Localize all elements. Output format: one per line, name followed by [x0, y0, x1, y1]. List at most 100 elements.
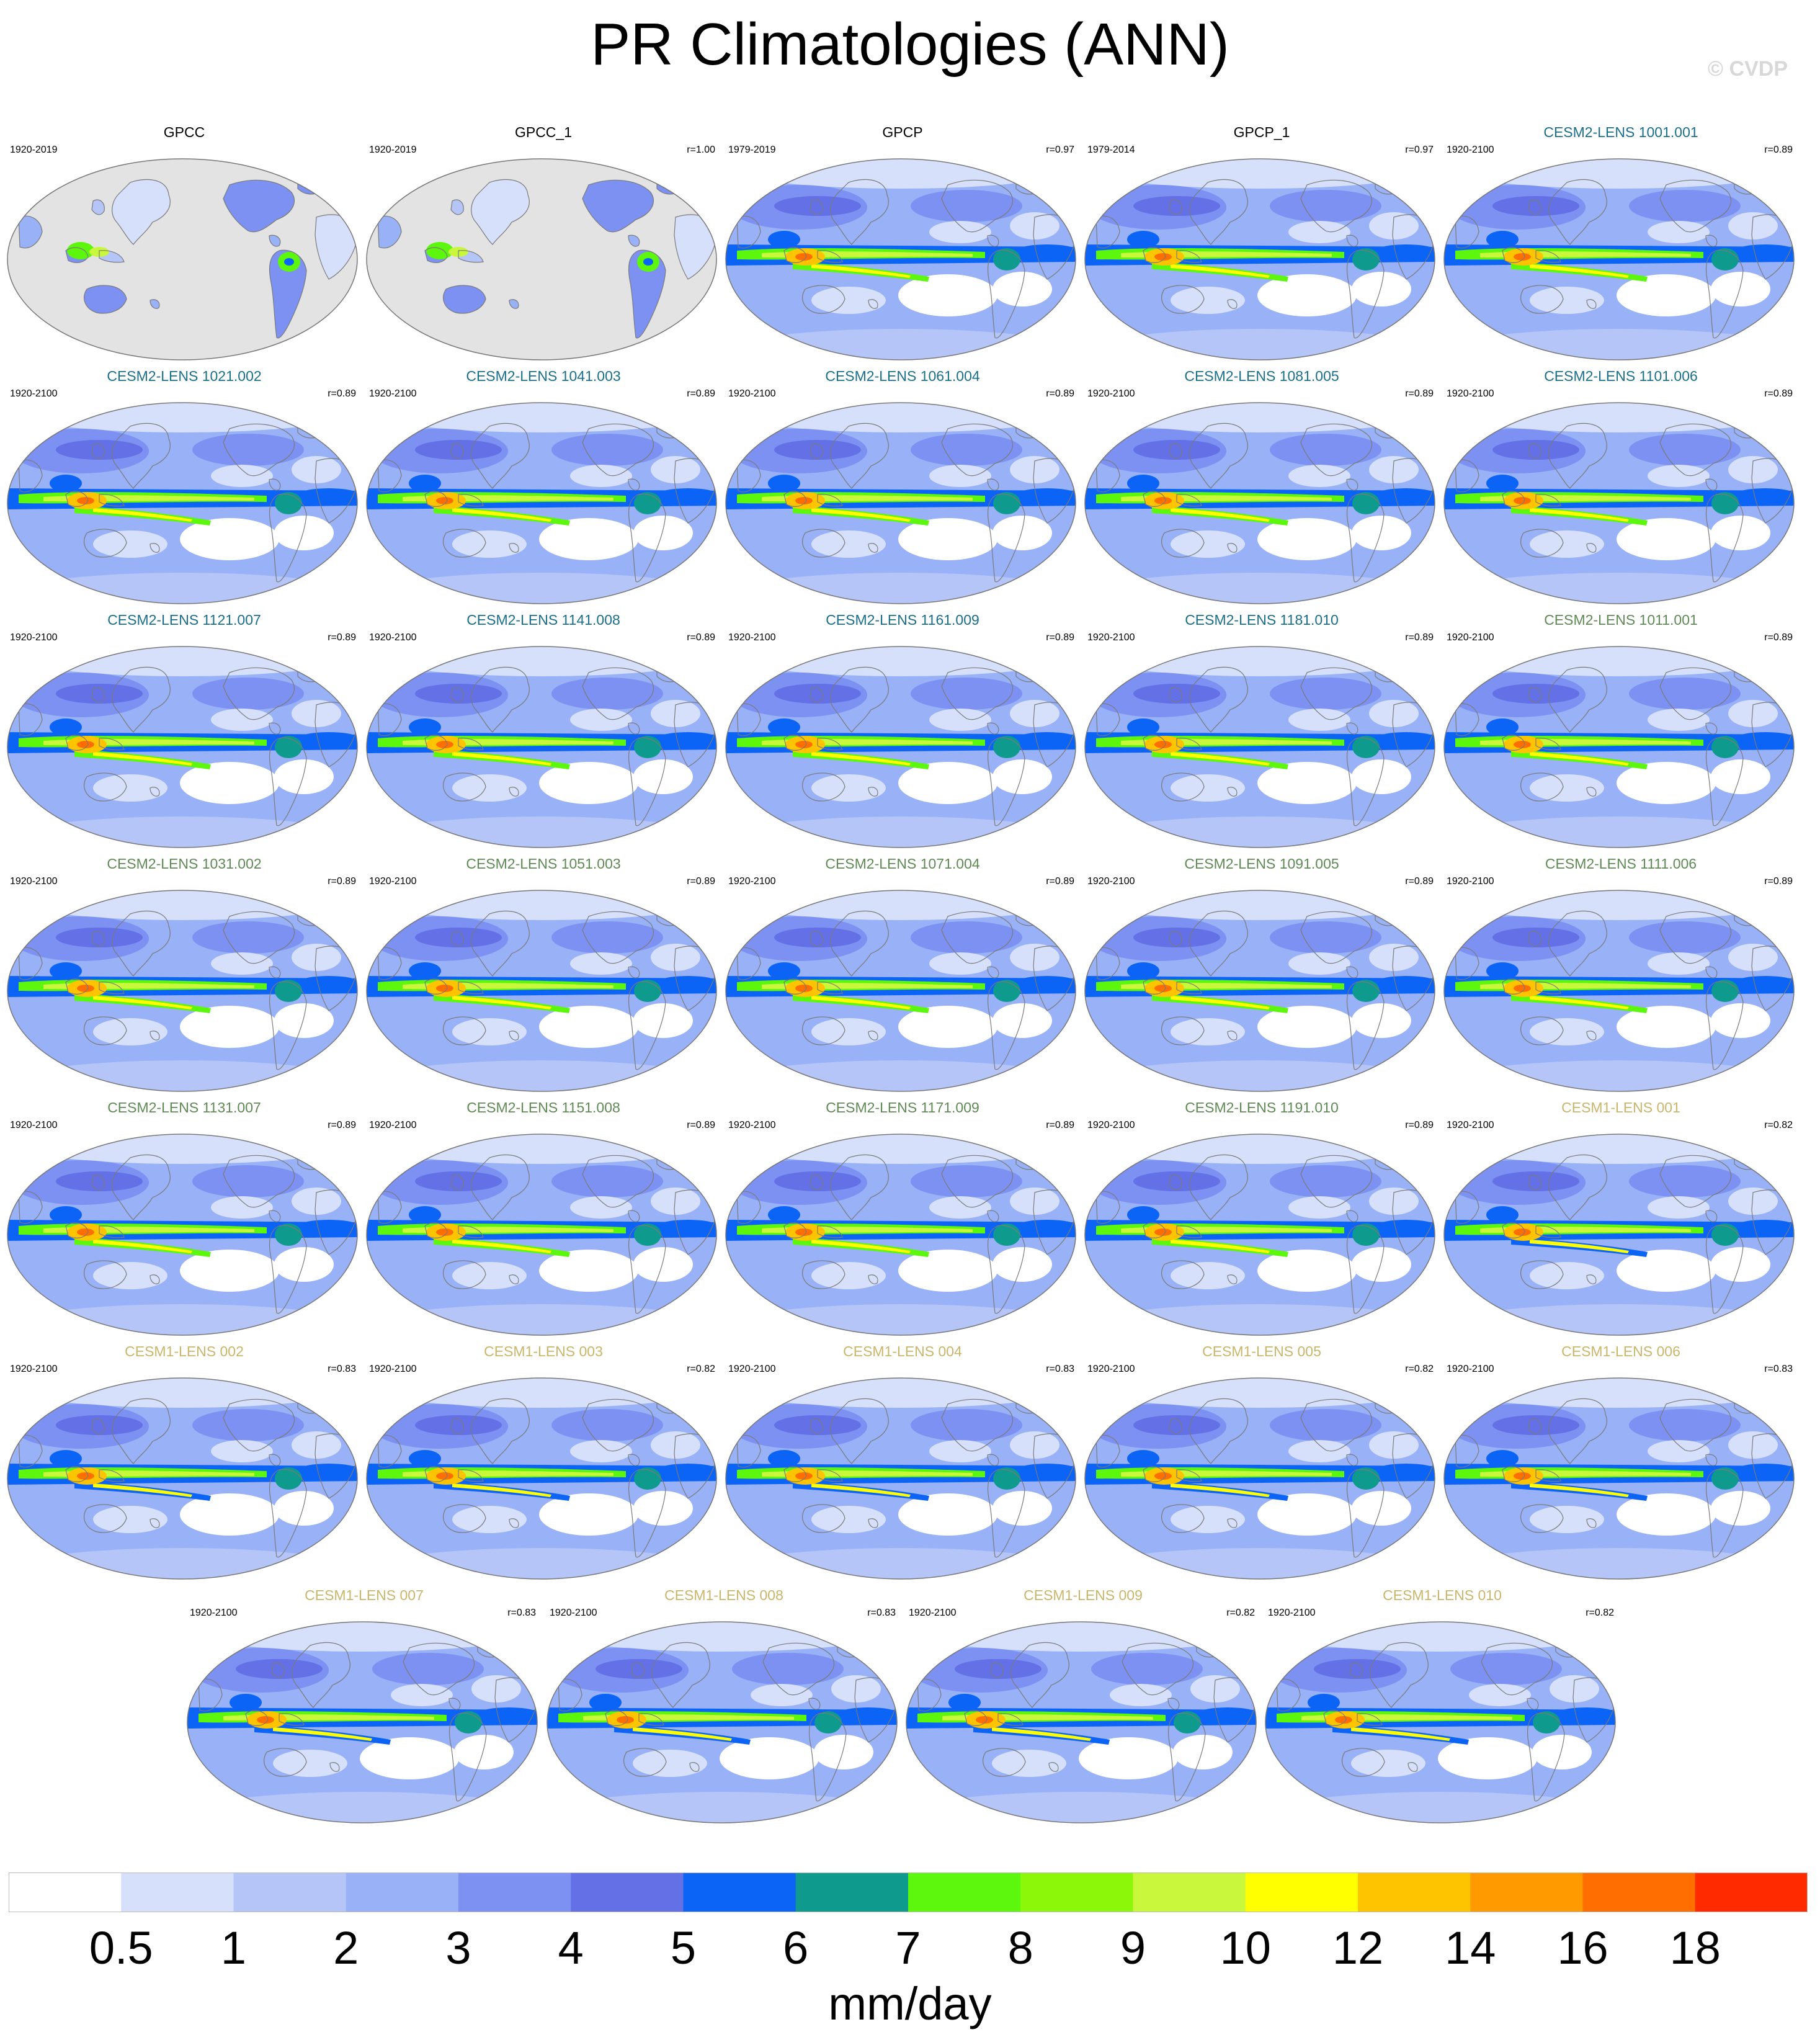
colorbar-swatch: [1020, 1872, 1133, 1912]
map-panel: CESM1-LENS 009 1920-2100 r=0.82: [905, 1587, 1261, 1823]
panel-correlation: r=0.89: [687, 876, 715, 887]
colorbar-swatch: [1245, 1872, 1358, 1912]
precip-map: [1084, 1377, 1435, 1580]
precip-map: [1443, 402, 1795, 604]
panel-correlation: r=0.83: [507, 1608, 536, 1618]
precip-map: [1084, 402, 1435, 604]
panel-correlation: r=0.89: [328, 876, 356, 887]
colorbar-swatch: [683, 1872, 796, 1912]
panel-years: 1920-2100: [728, 632, 776, 643]
precip-map: [725, 402, 1076, 604]
colorbar-swatch: [346, 1872, 459, 1912]
precip-map: [1084, 1134, 1435, 1336]
panel-correlation: r=0.89: [1405, 388, 1434, 399]
panel-title: CESM1-LENS 003: [484, 1343, 603, 1359]
map-panel: CESM1-LENS 004 1920-2100 r=0.83: [725, 1343, 1081, 1580]
panel-years: 1920-2100: [1447, 145, 1494, 155]
precip-map: [1443, 1377, 1795, 1580]
precip-map: [1443, 890, 1795, 1092]
map-panel: CESM2-LENS 1181.010 1920-2100 r=0.89: [1084, 612, 1440, 848]
precip-map: [1265, 1621, 1616, 1823]
precip-map: [1084, 890, 1435, 1092]
panel-title: CESM2-LENS 1111.006: [1545, 856, 1697, 872]
precip-map: [7, 158, 358, 360]
precip-map: [1084, 646, 1435, 848]
panel-years: 1920-2100: [1447, 632, 1494, 643]
map-panel: CESM2-LENS 1111.006 1920-2100 r=0.89: [1443, 856, 1799, 1092]
colorbar: [9, 1872, 1808, 1912]
panel-years: 1920-2100: [728, 388, 776, 399]
map-panel: CESM1-LENS 010 1920-2100 r=0.82: [1264, 1587, 1620, 1823]
panel-correlation: r=0.97: [1046, 145, 1074, 155]
panel-title: CESM2-LENS 1171.009: [826, 1099, 979, 1116]
map-panel: CESM2-LENS 1131.007 1920-2100 r=0.89: [6, 1099, 362, 1336]
precip-map: [1443, 158, 1795, 360]
panel-correlation: r=0.89: [1764, 145, 1793, 155]
panel-correlation: r=0.89: [687, 388, 715, 399]
map-panel: CESM1-LENS 002 1920-2100 r=0.83: [6, 1343, 362, 1580]
panel-title: CESM1-LENS 001: [1561, 1099, 1680, 1116]
map-panel: GPCC_1 1920-2019 r=1.00: [365, 124, 721, 360]
panel-years: 1920-2100: [1087, 876, 1135, 887]
panel-title: CESM2-LENS 1041.003: [466, 368, 621, 384]
panel-title: CESM2-LENS 1191.010: [1185, 1099, 1339, 1116]
panel-correlation: r=0.83: [328, 1364, 356, 1374]
map-panel: CESM1-LENS 003 1920-2100 r=0.82: [365, 1343, 721, 1580]
panel-title: CESM2-LENS 1091.005: [1184, 856, 1339, 872]
panel-title: CESM1-LENS 004: [843, 1343, 962, 1359]
precip-map: [7, 890, 358, 1092]
panel-correlation: r=0.82: [1226, 1608, 1255, 1618]
panel-title: CESM2-LENS 1131.007: [107, 1099, 261, 1116]
colorbar-swatch: [1582, 1872, 1696, 1912]
panel-years: 1920-2100: [550, 1608, 597, 1618]
colorbar-swatch: [908, 1872, 1021, 1912]
map-panel: GPCC 1920-2019: [6, 124, 362, 360]
panel-years: 1920-2100: [369, 1120, 417, 1130]
panel-correlation: r=0.89: [1046, 1120, 1074, 1130]
colorbar-swatch: [795, 1872, 909, 1912]
panel-correlation: r=0.97: [1405, 145, 1434, 155]
colorbar-units: mm/day: [828, 1978, 992, 2029]
watermark: © CVDP: [1708, 57, 1788, 81]
panel-title: CESM2-LENS 1061.004: [825, 368, 980, 384]
panel-correlation: r=0.83: [1764, 1364, 1793, 1374]
panel-years: 1920-2100: [1087, 1364, 1135, 1374]
map-panel: CESM2-LENS 1161.009 1920-2100 r=0.89: [725, 612, 1081, 848]
precip-map: [366, 1377, 717, 1580]
colorbar-swatch: [1695, 1872, 1808, 1912]
map-panel: CESM2-LENS 1101.006 1920-2100 r=0.89: [1443, 368, 1799, 604]
panel-title: CESM1-LENS 009: [1024, 1587, 1143, 1603]
colorbar-tick-label: 3: [445, 1922, 471, 1974]
panel-correlation: r=0.89: [328, 388, 356, 399]
panel-title: CESM1-LENS 010: [1383, 1587, 1502, 1603]
colorbar-tick-label: 7: [895, 1922, 921, 1974]
precip-map: [7, 1134, 358, 1336]
panel-years: 1920-2019: [369, 145, 417, 155]
colorbar-tick-label: 18: [1669, 1922, 1721, 1974]
panel-correlation: r=0.83: [1046, 1364, 1074, 1374]
panel-years: 1920-2100: [369, 876, 417, 887]
panel-years: 1920-2100: [1447, 876, 1494, 887]
precip-map: [187, 1621, 538, 1823]
panel-years: 1920-2100: [10, 632, 58, 643]
panel-years: 1920-2100: [728, 1364, 776, 1374]
precip-map: [7, 402, 358, 604]
panel-correlation: r=0.89: [1405, 1120, 1434, 1130]
panel-years: 1920-2100: [369, 388, 417, 399]
panel-years: 1979-2019: [728, 145, 776, 155]
panel-correlation: r=0.89: [687, 1120, 715, 1130]
panel-years: 1920-2100: [369, 632, 417, 643]
panel-title: CESM2-LENS 1071.004: [825, 856, 980, 872]
colorbar-tick-label: 16: [1557, 1922, 1608, 1974]
panel-years: 1920-2100: [10, 876, 58, 887]
panel-years: 1920-2100: [369, 1364, 417, 1374]
panel-title: GPCP_1: [1233, 124, 1290, 140]
map-panel: CESM2-LENS 1021.002 1920-2100 r=0.89: [6, 368, 362, 604]
colorbar-swatch: [1133, 1872, 1246, 1912]
precip-map: [906, 1621, 1257, 1823]
map-panel: CESM2-LENS 1191.010 1920-2100 r=0.89: [1084, 1099, 1440, 1336]
panel-title: GPCP: [882, 124, 923, 140]
panel-correlation: r=0.89: [1405, 876, 1434, 887]
map-panel: GPCP_1 1979-2014 r=0.97: [1084, 124, 1440, 360]
colorbar-swatch: [233, 1872, 347, 1912]
